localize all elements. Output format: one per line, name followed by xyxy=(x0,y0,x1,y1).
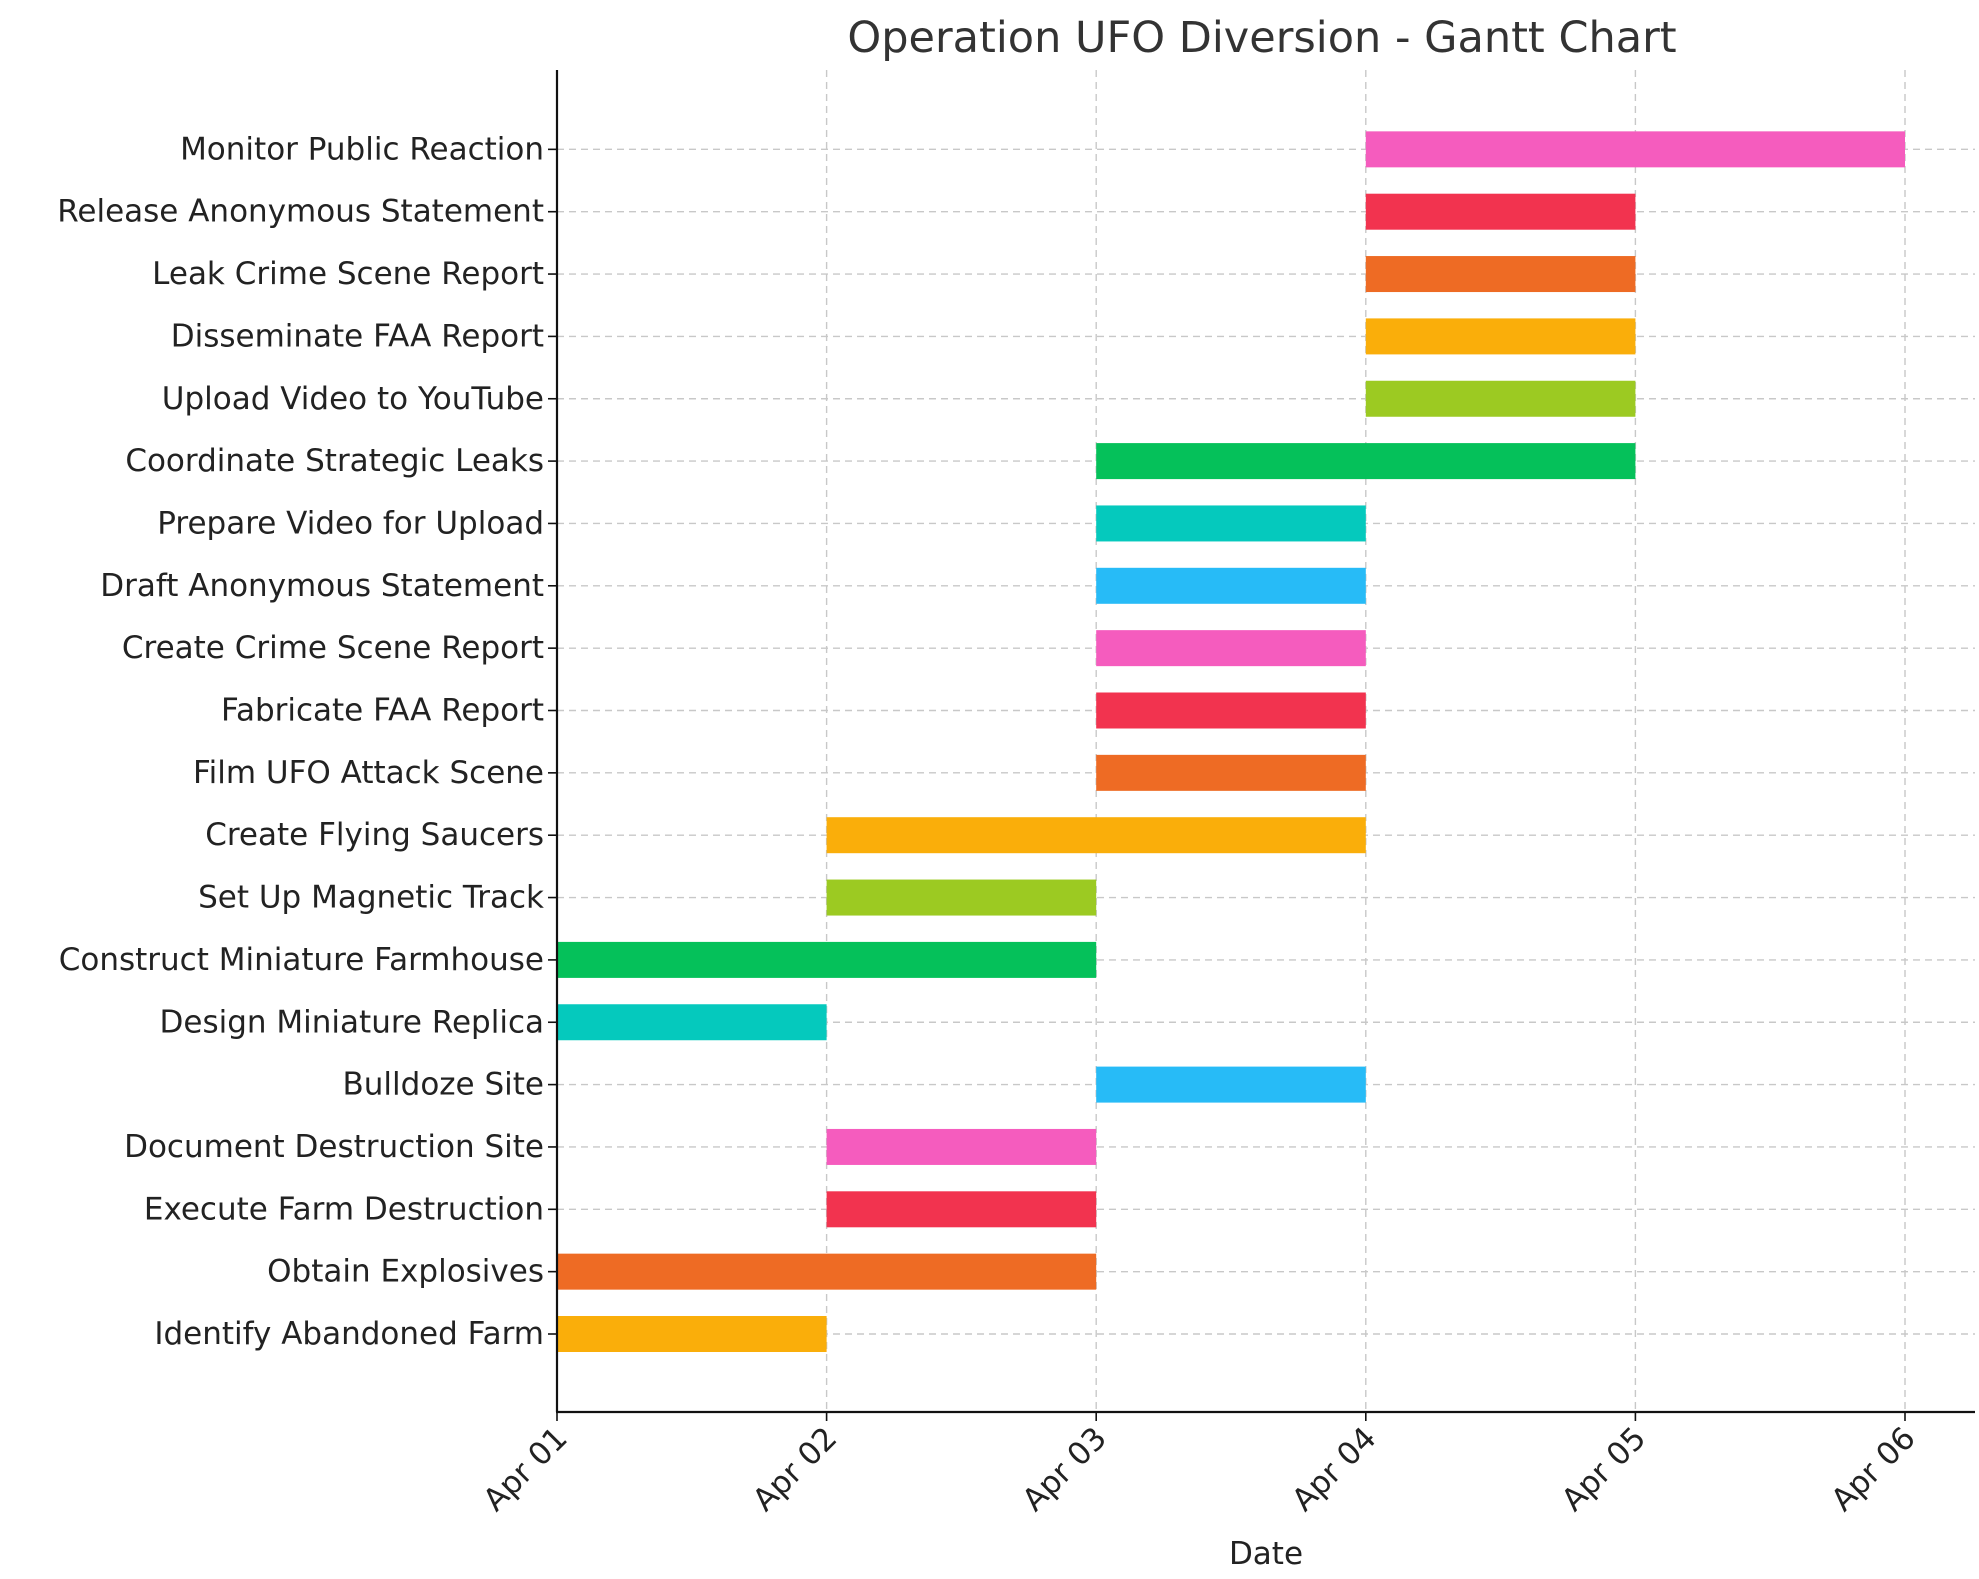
task-label: Set Up Magnetic Track xyxy=(198,880,544,916)
grid-lines xyxy=(557,70,1975,1412)
task-bar xyxy=(1365,193,1636,230)
task-bar xyxy=(557,1004,827,1041)
x-axis-label: Date xyxy=(1229,1536,1303,1572)
task-bars xyxy=(557,131,1905,1352)
x-tick-label: Apr 03 xyxy=(1016,1420,1114,1518)
task-label: Obtain Explosives xyxy=(267,1254,544,1290)
task-label: Bulldoze Site xyxy=(343,1067,545,1103)
task-label: Document Destruction Site xyxy=(124,1129,544,1165)
task-bar xyxy=(1365,131,1905,168)
task-label: Draft Anonymous Statement xyxy=(100,568,544,604)
task-bar xyxy=(1096,505,1366,542)
axes xyxy=(548,70,1975,1421)
task-bar xyxy=(557,1253,1097,1290)
task-label: Release Anonymous Statement xyxy=(57,194,544,230)
task-bar xyxy=(826,1191,1097,1228)
task-bar xyxy=(826,817,1366,854)
task-label: Fabricate FAA Report xyxy=(221,693,544,729)
task-label: Coordinate Strategic Leaks xyxy=(125,443,544,479)
task-label: Disseminate FAA Report xyxy=(171,318,544,354)
task-bar xyxy=(557,1316,827,1352)
x-tick-label: Apr 06 xyxy=(1824,1420,1922,1518)
x-tick-label: Apr 05 xyxy=(1555,1420,1653,1518)
task-label: Leak Crime Scene Report xyxy=(152,256,544,292)
x-tick-label: Apr 02 xyxy=(746,1420,844,1518)
task-bar xyxy=(1096,692,1366,729)
task-bar xyxy=(1096,567,1366,604)
x-tick-label: Apr 04 xyxy=(1285,1420,1383,1518)
task-label: Construct Miniature Farmhouse xyxy=(59,942,544,978)
task-label: Monitor Public Reaction xyxy=(180,131,544,167)
task-bar xyxy=(826,879,1097,916)
task-label: Upload Video to YouTube xyxy=(162,381,544,417)
task-bar xyxy=(826,1128,1097,1165)
task-label: Create Crime Scene Report xyxy=(122,630,544,666)
task-bar xyxy=(1096,630,1366,667)
task-label: Execute Farm Destruction xyxy=(144,1191,544,1227)
task-bar xyxy=(557,941,1097,978)
task-label: Create Flying Saucers xyxy=(205,817,544,853)
task-bar xyxy=(1096,754,1366,791)
x-tick-labels: Apr 01 Apr 02 Apr 03 Apr 04 Apr 05 Apr 06 xyxy=(476,1420,1922,1518)
chart-title: Operation UFO Diversion - Gantt Chart xyxy=(847,13,1676,63)
task-label: Film UFO Attack Scene xyxy=(193,755,544,791)
task-bar xyxy=(1096,1066,1366,1103)
task-bar xyxy=(1096,443,1636,480)
task-labels: Identify Abandoned Farm Obtain Explosives… xyxy=(57,131,544,1352)
task-bar xyxy=(1365,380,1636,417)
x-tick-label: Apr 01 xyxy=(476,1420,574,1518)
task-label: Identify Abandoned Farm xyxy=(154,1316,544,1352)
task-label: Design Miniature Replica xyxy=(160,1004,544,1040)
task-bar xyxy=(1365,256,1636,293)
task-bar xyxy=(1365,318,1636,355)
task-label: Prepare Video for Upload xyxy=(157,505,544,541)
